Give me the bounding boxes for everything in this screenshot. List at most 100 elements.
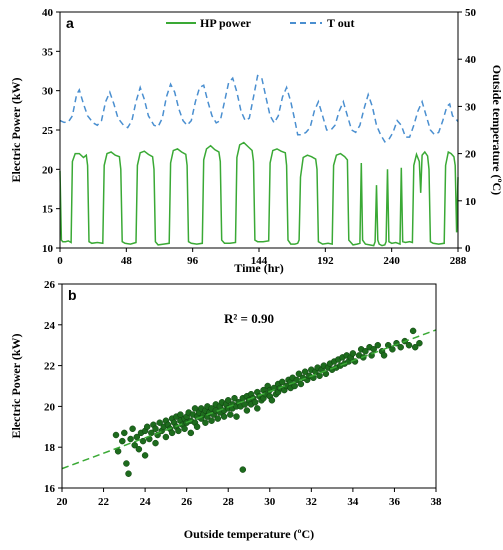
panel-b-ytick-label: 22 bbox=[44, 361, 56, 373]
series-line-t-out bbox=[59, 74, 459, 143]
panel-b-xtick-label: 30 bbox=[264, 496, 276, 508]
panel-b-ylabel: Electric Power (kW) bbox=[9, 333, 23, 438]
scatter-point bbox=[231, 394, 238, 402]
panel-b-xlabel: Outside temperature (ºC) bbox=[184, 527, 314, 541]
scatter-point bbox=[181, 425, 188, 433]
scatter-point bbox=[202, 419, 209, 426]
scatter-point bbox=[316, 372, 323, 380]
scatter-point bbox=[208, 417, 215, 424]
scatter-point bbox=[270, 384, 278, 392]
panel-a-ytick-label: 40 bbox=[42, 7, 54, 19]
panel-b-xtick-label: 26 bbox=[181, 496, 193, 508]
scatter-point bbox=[227, 411, 234, 418]
scatter-point bbox=[224, 397, 232, 404]
panel-a-ytick-label: 15 bbox=[42, 204, 54, 216]
panel-a-xtick-label: 96 bbox=[187, 255, 199, 267]
scatter-point bbox=[380, 352, 388, 359]
r-squared-annotation: R² = 0.90 bbox=[224, 311, 274, 326]
scatter-point bbox=[397, 343, 404, 351]
panel-b-ytick-label: 20 bbox=[44, 401, 56, 413]
scatter-point bbox=[175, 427, 182, 435]
scatter-point bbox=[362, 348, 369, 355]
scatter-point bbox=[123, 460, 130, 467]
panel-b-xtick-label: 28 bbox=[223, 496, 235, 508]
scatter-point bbox=[254, 405, 261, 412]
scatter-point bbox=[405, 341, 413, 349]
panel-b-xtick-label: 32 bbox=[306, 496, 318, 508]
panel-b-xtick-label: 38 bbox=[431, 496, 443, 508]
panel-b-xtick-label: 34 bbox=[347, 496, 359, 508]
panel-a-xtick-label: 144 bbox=[251, 255, 268, 267]
scatter-point bbox=[193, 423, 201, 431]
scatter-point bbox=[278, 378, 286, 386]
panel-a-ytick-label: 30 bbox=[42, 86, 54, 98]
scatter-point bbox=[139, 437, 147, 445]
panel-b-ytick-label: 18 bbox=[44, 442, 56, 454]
scatter-point bbox=[295, 370, 303, 378]
scatter-point bbox=[162, 433, 170, 441]
scatter-point bbox=[214, 415, 222, 422]
scatter-point bbox=[168, 429, 176, 437]
scatter-point bbox=[152, 425, 159, 433]
panel-b-ticks: 20 22 24 26 28 30 32 34 36 38 16 18 20 22 24 26 bbox=[44, 279, 442, 508]
scatter-point bbox=[220, 413, 228, 420]
panel-b-plot-frame bbox=[61, 283, 437, 489]
panel-a-y2tick-label: 40 bbox=[465, 54, 477, 66]
panel-a-xtick-label: 288 bbox=[450, 255, 467, 267]
panel-a-ytick-label: 20 bbox=[42, 164, 54, 176]
legend-label-t-out: T out bbox=[327, 16, 354, 30]
scatter-point bbox=[297, 380, 305, 388]
scatter-point bbox=[129, 425, 136, 433]
scatter-point bbox=[177, 411, 184, 418]
scatter-point bbox=[239, 466, 247, 473]
scatter-point bbox=[127, 435, 134, 443]
panel-b-xtick-label: 24 bbox=[140, 496, 152, 508]
scatter-point bbox=[141, 452, 149, 459]
scatter-point bbox=[187, 429, 195, 437]
panel-b-series bbox=[61, 327, 437, 477]
scatter-point bbox=[241, 401, 249, 408]
panel-a-y2label: Outside temperature (ºC) bbox=[490, 65, 503, 195]
scatter-point bbox=[409, 327, 417, 335]
scatter-point bbox=[251, 399, 259, 406]
panel-a-xtick-label: 192 bbox=[317, 255, 334, 267]
scatter-point bbox=[156, 419, 163, 426]
scatter-point bbox=[411, 343, 419, 351]
panel-a-y2tick-label: 0 bbox=[465, 243, 471, 255]
panel-a: 0 48 96 144 192 240 28810152025303540010203040… bbox=[9, 7, 503, 275]
panel-a-ticks: 0 48 96 144 192 240 28810152025303540010203040… bbox=[42, 7, 477, 267]
scatter-point bbox=[291, 382, 298, 390]
panel-a-plot-frame bbox=[59, 11, 459, 249]
series-line-hp-power bbox=[59, 141, 459, 247]
scatter-point bbox=[152, 439, 159, 447]
legend-label-hp-power: HP power bbox=[200, 16, 252, 30]
panel-a-ytick-label: 10 bbox=[42, 243, 54, 255]
scatter-point bbox=[243, 407, 251, 414]
scatter-point bbox=[233, 413, 240, 420]
scatter-point bbox=[389, 346, 396, 353]
panel-a-y2tick-label: 10 bbox=[465, 196, 477, 208]
scatter-point bbox=[119, 437, 126, 445]
panel-a-legend: HP power T out bbox=[166, 16, 354, 30]
scatter-point bbox=[125, 470, 132, 477]
panel-a-y2tick-label: 30 bbox=[465, 101, 477, 113]
panel-a-y2tick-label: 50 bbox=[465, 7, 477, 19]
scatter-point bbox=[112, 431, 120, 439]
panel-a-xlabel: Time (hr) bbox=[234, 261, 283, 275]
panel-a-xtick-label: 240 bbox=[383, 255, 400, 267]
panel-b-ytick-label: 24 bbox=[44, 320, 56, 332]
scatter-point bbox=[148, 429, 155, 437]
scatter-point bbox=[135, 445, 143, 453]
scatter-point bbox=[143, 423, 151, 431]
panel-a-ytick-label: 35 bbox=[42, 46, 54, 58]
scatter-point bbox=[374, 341, 382, 349]
panel-a-label: a bbox=[66, 15, 74, 31]
scatter-point bbox=[349, 350, 357, 357]
scatter-point bbox=[268, 397, 276, 404]
scatter-point bbox=[121, 429, 128, 437]
scatter-point bbox=[133, 433, 141, 441]
scatter-point bbox=[301, 368, 309, 375]
panel-a-ytick-label: 25 bbox=[42, 125, 54, 137]
scatter-point bbox=[416, 339, 423, 347]
